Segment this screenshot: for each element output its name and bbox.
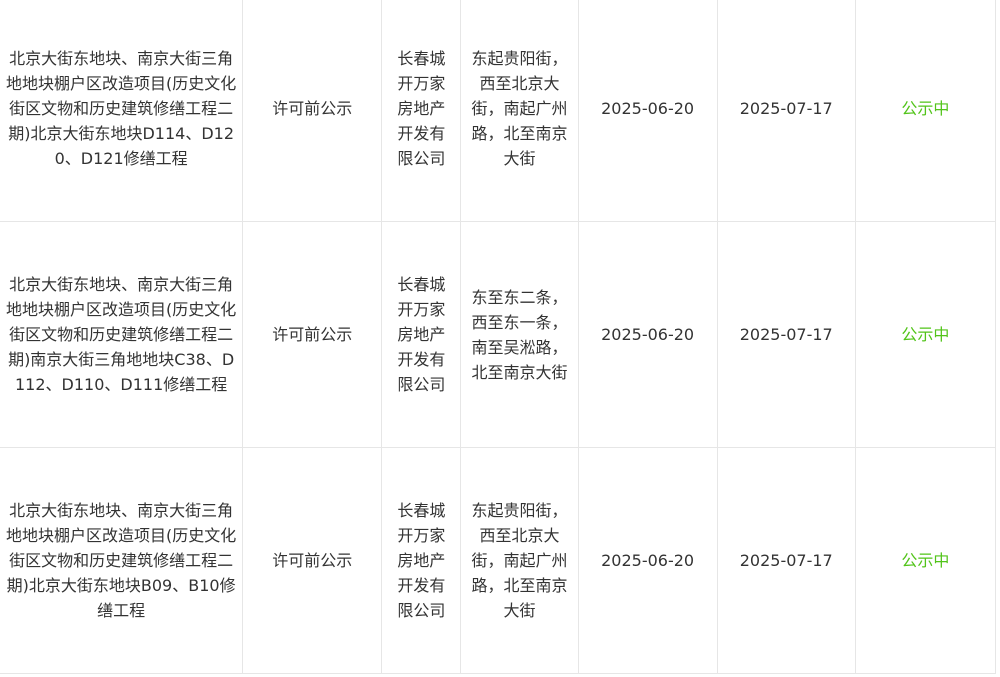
developer-cell: 长春城开万家房地产开发有限公司	[381, 0, 462, 222]
status-badge: 公示中	[854, 221, 997, 448]
project-name-cell: 北京大街东地块、南京大街三角地地块棚户区改造项目(历史文化街区文物和历史建筑修缮…	[0, 0, 244, 222]
project-name-cell: 北京大街东地块、南京大街三角地地块棚户区改造项目(历史文化街区文物和历史建筑修缮…	[0, 221, 244, 448]
start-date-cell: 2025-06-20	[577, 221, 718, 448]
developer-cell: 长春城开万家房地产开发有限公司	[381, 447, 462, 674]
type-cell: 许可前公示	[242, 0, 383, 222]
status-badge: 公示中	[854, 447, 997, 674]
start-date-cell: 2025-06-20	[577, 0, 718, 222]
end-date-cell: 2025-07-17	[716, 221, 856, 448]
location-cell: 东起贵阳街，西至北京大街，南起广州路，北至南京大街	[460, 0, 579, 222]
project-name-cell: 北京大街东地块、南京大街三角地地块棚户区改造项目(历史文化街区文物和历史建筑修缮…	[0, 447, 244, 674]
table-row[interactable]: 北京大街东地块、南京大街三角地地块棚户区改造项目(历史文化街区文物和历史建筑修缮…	[0, 447, 997, 674]
developer-cell: 长春城开万家房地产开发有限公司	[381, 221, 462, 448]
table-row[interactable]: 北京大街东地块、南京大街三角地地块棚户区改造项目(历史文化街区文物和历史建筑修缮…	[0, 0, 997, 222]
end-date-cell: 2025-07-17	[716, 0, 856, 222]
location-cell: 东至东二条，西至东一条，南至吴淞路，北至南京大街	[460, 221, 579, 448]
table-row[interactable]: 北京大街东地块、南京大街三角地地块棚户区改造项目(历史文化街区文物和历史建筑修缮…	[0, 221, 997, 448]
end-date-cell: 2025-07-17	[716, 447, 856, 674]
status-badge: 公示中	[854, 0, 997, 222]
type-cell: 许可前公示	[242, 447, 383, 674]
start-date-cell: 2025-06-20	[577, 447, 718, 674]
type-cell: 许可前公示	[242, 221, 383, 448]
location-cell: 东起贵阳街，西至北京大街，南起广州路，北至南京大街	[460, 447, 579, 674]
